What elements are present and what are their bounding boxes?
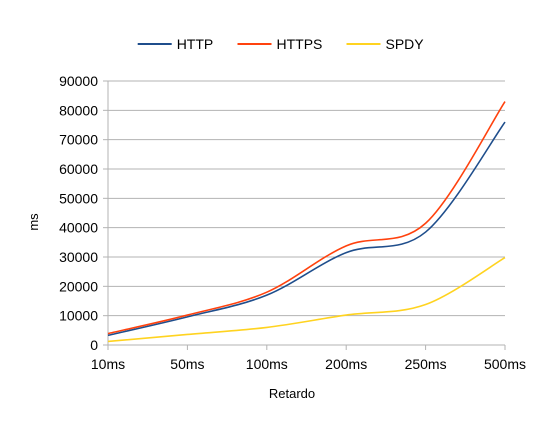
legend-item-http: HTTP xyxy=(138,36,214,52)
y-tick-label: 20000 xyxy=(59,278,98,294)
series-line-https xyxy=(108,102,505,334)
legend-item-spdy: SPDY xyxy=(347,36,425,52)
x-tick-label: 500ms xyxy=(484,356,526,372)
legend-label-http: HTTP xyxy=(177,36,214,52)
y-axis-title: ms xyxy=(26,213,41,231)
y-tick-label: 90000 xyxy=(59,73,98,89)
y-tick-label: 60000 xyxy=(59,161,98,177)
x-axis-title: Retardo xyxy=(269,386,315,401)
y-tick-label: 50000 xyxy=(59,190,98,206)
y-tick-label: 30000 xyxy=(59,249,98,265)
series-line-spdy xyxy=(108,258,505,342)
x-tick-label: 200ms xyxy=(325,356,367,372)
legend-item-https: HTTPS xyxy=(238,36,323,52)
axis-layer: 0 10000 20000 30000 40000 50000 60000 70000 8000… xyxy=(59,73,526,372)
x-tick-label: 250ms xyxy=(405,356,447,372)
series-line-http xyxy=(108,122,505,335)
y-tick-label: 0 xyxy=(90,337,98,353)
y-tick-label: 70000 xyxy=(59,132,98,148)
y-tick-label: 10000 xyxy=(59,308,98,324)
legend: HTTP HTTPS SPDY xyxy=(138,36,425,52)
legend-label-spdy: SPDY xyxy=(386,36,425,52)
grid-layer xyxy=(108,81,505,345)
x-tick-label: 10ms xyxy=(91,356,125,372)
x-tick-label: 100ms xyxy=(246,356,288,372)
y-tick-label: 40000 xyxy=(59,220,98,236)
x-tick-label: 50ms xyxy=(170,356,204,372)
y-tick-label: 80000 xyxy=(59,102,98,118)
series-layer xyxy=(108,102,505,342)
legend-label-https: HTTPS xyxy=(277,36,323,52)
